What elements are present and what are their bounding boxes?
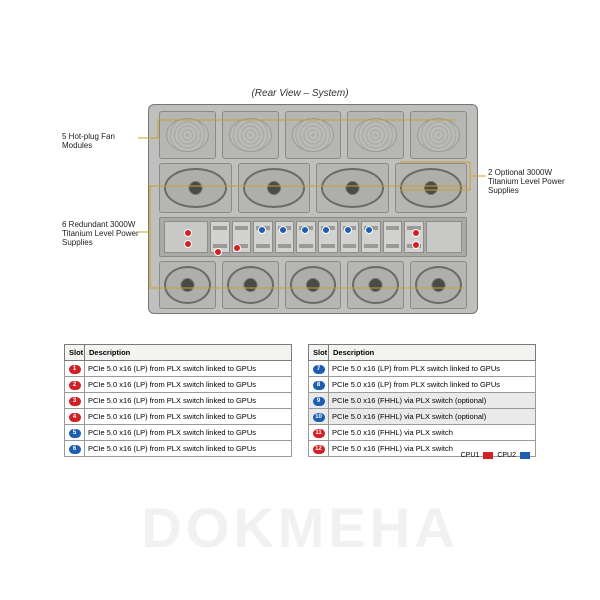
psu-fan <box>395 163 468 213</box>
fan-module <box>222 111 279 159</box>
slot-desc-cell: PCIe 5.0 x16 (LP) from PLX switch linked… <box>329 377 536 393</box>
psu-row-upper <box>159 163 467 213</box>
pcie-slot <box>210 221 230 253</box>
psu-fan <box>222 261 279 309</box>
slot-table-right: Slot Description 7 PCIe 5.0 x16 (LP) from… <box>308 344 536 457</box>
slot-number-cell: 9 <box>309 393 329 409</box>
slot-desc-cell: PCIe 5.0 x16 (FHHL) via PLX switch <box>329 425 536 441</box>
slot-row: 10 PCIe 5.0 x16 (FHHL) via PLX switch (op… <box>309 409 536 425</box>
slot-number-cell: 6 <box>65 441 85 457</box>
slot-pill: 11 <box>313 429 325 438</box>
slot-number-cell: 4 <box>65 409 85 425</box>
slot-pill: 8 <box>313 381 325 390</box>
slot-pill: 9 <box>313 397 325 406</box>
psu-fan <box>285 261 342 309</box>
slot-number-cell: 1 <box>65 361 85 377</box>
legend-cpu2-swatch <box>520 452 530 459</box>
slot-desc-cell: PCIe 5.0 x16 (LP) from PLX switch linked… <box>85 393 292 409</box>
fan-module <box>347 111 404 159</box>
slot-pill: 4 <box>69 413 81 422</box>
th-slot: Slot <box>309 345 329 361</box>
slot-table-left: Slot Description 1 PCIe 5.0 x16 (LP) from… <box>64 344 292 457</box>
pcie-slot <box>232 221 252 253</box>
slot-row: 4 PCIe 5.0 x16 (LP) from PLX switch linke… <box>65 409 292 425</box>
psu-fan <box>347 261 404 309</box>
slot-number-cell: 7 <box>309 361 329 377</box>
diagram-title: (Rear View – System) <box>0 88 600 99</box>
legend-cpu2-label: CPU2 <box>497 452 516 459</box>
slot-pill: 2 <box>69 381 81 390</box>
th-desc: Description <box>85 345 292 361</box>
slot-desc-cell: PCIe 5.0 x16 (LP) from PLX switch linked… <box>85 441 292 457</box>
slot-desc-cell: PCIe 5.0 x16 (LP) from PLX switch linked… <box>85 409 292 425</box>
fan-module-row <box>159 111 467 159</box>
slot-desc-cell: PCIe 5.0 x16 (LP) from PLX switch linked… <box>85 425 292 441</box>
th-desc: Description <box>329 345 536 361</box>
slot-desc-cell: PCIe 5.0 x16 (LP) from PLX switch linked… <box>85 361 292 377</box>
psu-fan <box>316 163 389 213</box>
slot-row: 2 PCIe 5.0 x16 (LP) from PLX switch linke… <box>65 377 292 393</box>
slot-number-cell: 11 <box>309 425 329 441</box>
th-slot: Slot <box>65 345 85 361</box>
slot-pill: 7 <box>313 365 325 374</box>
slot-pill: 1 <box>69 365 81 374</box>
slot-number-cell: 3 <box>65 393 85 409</box>
io-slot-row <box>159 217 467 257</box>
legend-cpu1-label: CPU1 <box>461 452 480 459</box>
pcie-slots <box>210 221 424 253</box>
slot-row: 3 PCIe 5.0 x16 (LP) from PLX switch linke… <box>65 393 292 409</box>
pcie-slot <box>296 221 316 253</box>
slot-row: 6 PCIe 5.0 x16 (LP) from PLX switch linke… <box>65 441 292 457</box>
slot-desc-cell: PCIe 5.0 x16 (LP) from PLX switch linked… <box>85 377 292 393</box>
fan-module <box>410 111 467 159</box>
slot-row: 11 PCIe 5.0 x16 (FHHL) via PLX switch <box>309 425 536 441</box>
pcie-slot <box>383 221 403 253</box>
slot-tables: Slot Description 1 PCIe 5.0 x16 (LP) from… <box>64 344 536 457</box>
pcie-slot <box>361 221 381 253</box>
fan-module <box>285 111 342 159</box>
pcie-slot <box>253 221 273 253</box>
psu-row-lower <box>159 261 467 309</box>
psu-fan <box>159 163 232 213</box>
slot-desc-cell: PCIe 5.0 x16 (FHHL) via PLX switch (opti… <box>329 409 536 425</box>
slot-pill: 5 <box>69 429 81 438</box>
slot-pill: 6 <box>69 445 81 454</box>
slot-pill: 12 <box>313 445 325 454</box>
cpu-legend: CPU1 CPU2 <box>461 452 530 459</box>
slot-number-cell: 12 <box>309 441 329 457</box>
slot-pill: 3 <box>69 397 81 406</box>
slot-number-cell: 5 <box>65 425 85 441</box>
slot-desc-cell: PCIe 5.0 x16 (FHHL) via PLX switch (opti… <box>329 393 536 409</box>
slot-row: 5 PCIe 5.0 x16 (LP) from PLX switch linke… <box>65 425 292 441</box>
callout-optional-psu: 2 Optional 3000W Titanium Level Power Su… <box>488 168 566 196</box>
psu-fan <box>238 163 311 213</box>
slot-pill: 10 <box>313 413 325 422</box>
psu-fan <box>159 261 216 309</box>
fan-module <box>159 111 216 159</box>
io-panel-left <box>164 221 208 253</box>
pcie-slot <box>275 221 295 253</box>
callout-fan-modules: 5 Hot-plug Fan Modules <box>62 132 140 150</box>
callout-redundant-psu: 6 Redundant 3000W Titanium Level Power S… <box>62 220 140 248</box>
pcie-slot <box>404 221 424 253</box>
slot-row: 8 PCIe 5.0 x16 (LP) from PLX switch linke… <box>309 377 536 393</box>
slot-row: 9 PCIe 5.0 x16 (FHHL) via PLX switch (opt… <box>309 393 536 409</box>
watermark: DOKMEHA <box>0 495 600 560</box>
pcie-slot <box>340 221 360 253</box>
legend-cpu1-swatch <box>483 452 493 459</box>
slot-row: 1 PCIe 5.0 x16 (LP) from PLX switch linke… <box>65 361 292 377</box>
io-panel-right <box>426 221 462 253</box>
slot-desc-cell: PCIe 5.0 x16 (LP) from PLX switch linked… <box>329 361 536 377</box>
psu-fan <box>410 261 467 309</box>
slot-number-cell: 10 <box>309 409 329 425</box>
server-chassis-rear <box>148 104 478 314</box>
slot-row: 7 PCIe 5.0 x16 (LP) from PLX switch linke… <box>309 361 536 377</box>
slot-number-cell: 8 <box>309 377 329 393</box>
slot-number-cell: 2 <box>65 377 85 393</box>
pcie-slot <box>318 221 338 253</box>
